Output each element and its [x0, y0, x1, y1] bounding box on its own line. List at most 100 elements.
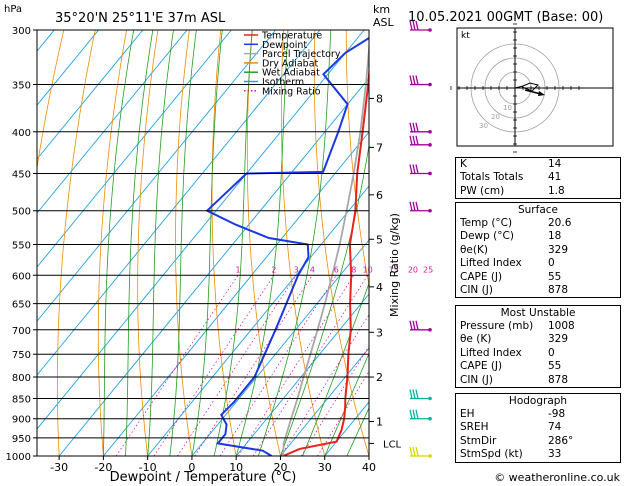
hodo-row: EH -98 [460, 408, 566, 420]
pressure-tick-label: 800 [12, 373, 31, 384]
wind-barb-flag [412, 201, 416, 211]
km-tick-label: 7 [376, 141, 383, 154]
mixing-ratio-label: 10 [363, 265, 373, 274]
km-tick-label: 3 [376, 326, 383, 339]
wind-barb-flag [409, 164, 413, 174]
mu-row: CIN (J) 878 [460, 373, 569, 386]
wind-barb-flag [415, 135, 419, 145]
dry-adiabat-line [37, 30, 65, 170]
isotherm-line [37, 30, 99, 106]
datetime-title: 10.05.2021 00GMT (Base: 00) [408, 10, 603, 25]
surface-row: CAPE (J) 55 [460, 270, 562, 283]
mixing-ratio-label: 3 [294, 265, 299, 274]
mixing-ratio-line [219, 275, 337, 456]
mixing-ratio-line [238, 275, 355, 456]
mixing-ratio-labels: 1 2 3 4 6 8 10 15 20 25 [236, 265, 434, 274]
mixing-ratio-label: 6 [334, 265, 339, 274]
mu-row: θe (K) 329 [460, 333, 569, 346]
wind-barb-dot [428, 416, 432, 421]
wind-barb-flag [412, 122, 416, 132]
wind-barb-flag [412, 389, 416, 399]
pressure-tick-label: 750 [12, 350, 31, 361]
dewpoint-line [205, 36, 369, 456]
hodograph-ring-label: 20 [491, 113, 500, 121]
pressure-tick-label: 650 [12, 300, 31, 311]
hodograph-ring-label: 10 [503, 104, 512, 112]
mixing-ratio-label: 15 [389, 265, 399, 274]
wind-barb-flag [415, 409, 419, 419]
wet-adiabat-line [103, 30, 135, 456]
hodograph-trace [514, 82, 539, 92]
index-row-totals: Totals Totals 41 [460, 171, 562, 184]
footer-credit: © weatheronline.co.uk [494, 471, 620, 484]
temperature-tick-label: 30 [318, 461, 332, 474]
wind-barb-flag [415, 122, 419, 132]
dry-adiabat-line [345, 30, 369, 287]
wind-barb-flag [415, 446, 419, 457]
temperature-tick-label: 0 [188, 461, 195, 474]
legend-entry: Dewpoint [262, 40, 307, 51]
hodograph-title: Hodograph [508, 395, 568, 407]
lcl-label: LCL [383, 439, 402, 450]
wind-barb-flag [412, 20, 416, 31]
wind-barb-flag [412, 409, 416, 419]
temperature-tick-label: 40 [362, 461, 376, 474]
legend-entry: Isotherm [262, 77, 304, 88]
index-row-k: K 14 [460, 158, 562, 170]
asl-unit-label: ASL [373, 16, 395, 29]
wind-barb-flag [409, 20, 413, 31]
pressure-tick-label: 950 [12, 434, 31, 445]
pressure-tick-label: 900 [12, 415, 31, 426]
isotherm-line [37, 30, 188, 214]
mixing-ratio-line [177, 275, 297, 456]
hpa-unit-label: hPa [4, 4, 22, 15]
most-unstable-title: Most Unstable [500, 307, 576, 319]
mixing-ratio-label: 20 [408, 265, 418, 274]
pressure-tick-label: 550 [12, 240, 31, 251]
isotherm-line [37, 30, 321, 376]
surface-row: CIN (J) 878 [460, 283, 569, 296]
wind-barb-dot [428, 396, 432, 401]
axes: 3003504004505005506006507007508008509009… [6, 26, 402, 474]
surface-row: Lifted Index 0 [460, 257, 555, 270]
mixing-ratio-label: 25 [423, 265, 433, 274]
mixing-ratio-lines [115, 275, 369, 456]
wind-barb-flag [409, 409, 413, 419]
wind-barb-flag [412, 164, 416, 174]
pressure-tick-label: 600 [12, 271, 31, 282]
surface-row: Dewp (°C) 18 [460, 230, 562, 243]
hodo-row: StmSpd (kt) 33 [460, 448, 562, 461]
wind-barb-flag [409, 75, 413, 85]
isotherm-line [37, 30, 232, 268]
pressure-tick-label: 450 [12, 169, 31, 180]
wind-barb-dot [428, 129, 432, 134]
pressure-tick-label: 350 [12, 81, 31, 92]
wind-barb-flag [412, 135, 416, 145]
wet-adiabat-line [169, 30, 197, 456]
km-tick-label: 8 [376, 92, 383, 105]
wind-barbs [409, 20, 432, 458]
legend-entry: Mixing Ratio [262, 86, 321, 97]
wind-barb-dot [428, 143, 432, 147]
wet-adiabat-line [213, 30, 253, 456]
wind-barb-dot [428, 327, 432, 332]
pressure-tick-label: 500 [12, 207, 31, 218]
km-tick-label: 2 [376, 371, 383, 384]
mixing-ratio-line [194, 275, 313, 456]
wet-adiabat-line [125, 30, 154, 456]
mixing-ratio-label: 8 [351, 265, 356, 274]
dry-adiabat-line [97, 30, 127, 456]
wind-barb-flag [412, 320, 416, 330]
isotherm-line [235, 293, 369, 456]
mu-row: Lifted Index 0 [460, 346, 555, 359]
temperature-tick-label: 20 [273, 461, 287, 474]
mixing-ratio-label: 4 [310, 265, 315, 274]
pressure-tick-label: 1000 [6, 452, 31, 463]
mixing-ratio-line [317, 370, 369, 456]
surface-row: θe(K) 329 [460, 243, 569, 256]
wind-barb-dot [428, 171, 432, 176]
pressure-tick-label: 700 [12, 326, 31, 337]
temperature-tick-label: -20 [94, 461, 112, 474]
isotherm-line [191, 239, 369, 456]
